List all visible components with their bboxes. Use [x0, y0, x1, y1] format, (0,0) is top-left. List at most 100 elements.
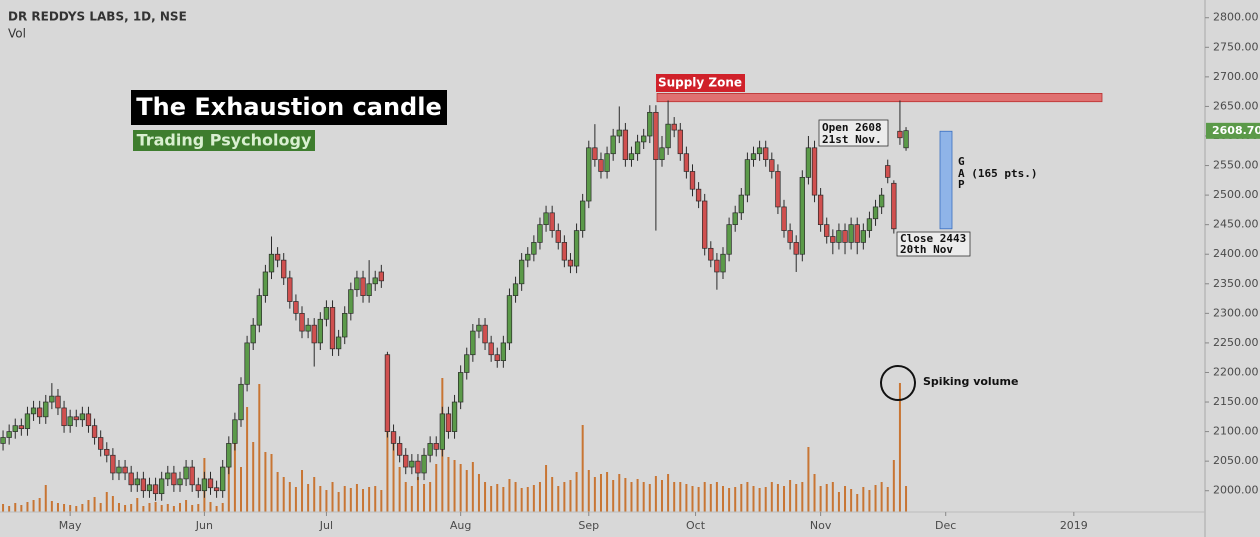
- candle-body: [0, 437, 6, 444]
- candle-body: [262, 271, 269, 296]
- x-tick-label: Nov: [810, 519, 832, 532]
- candle-body: [750, 153, 757, 160]
- gap-note: G: [958, 155, 965, 168]
- volume-bar: [282, 477, 285, 512]
- candle-body: [287, 277, 293, 302]
- gap-note: P: [958, 178, 965, 191]
- volume-bar: [563, 482, 566, 512]
- candle-body: [708, 247, 714, 261]
- x-tick-label: Aug: [450, 519, 471, 532]
- axis-layer: 2000.00 2050.00 2100.00 2150.00 2200.00 2250.…: [59, 11, 1260, 532]
- volume-bar: [294, 487, 297, 512]
- candle-body: [171, 472, 177, 486]
- volume-bar: [880, 482, 883, 512]
- volume-note: Spiking volume: [923, 375, 1018, 388]
- candle-body: [500, 342, 507, 361]
- volume-bar: [545, 465, 548, 512]
- volume-bar: [410, 486, 413, 512]
- volume-bar: [75, 506, 78, 512]
- candle-body: [18, 425, 25, 429]
- volume-bar: [32, 500, 35, 512]
- candle-body: [695, 188, 702, 202]
- candle-body: [134, 478, 140, 486]
- candle-body: [79, 413, 86, 421]
- candle-body: [488, 342, 494, 356]
- candle-body: [220, 466, 226, 492]
- candle-body: [677, 129, 683, 155]
- volume-bar: [221, 503, 224, 512]
- candle-body: [689, 171, 696, 190]
- x-tick-label: Sep: [578, 519, 599, 532]
- y-tick-label: 2450.00: [1213, 218, 1259, 231]
- candle-body: [329, 307, 336, 350]
- candle-body: [232, 419, 238, 444]
- candle-body: [226, 443, 232, 468]
- volume-bar: [825, 484, 828, 512]
- candle-body: [183, 466, 189, 480]
- volume-bar: [844, 486, 847, 512]
- candle-body: [305, 324, 311, 332]
- volume-bar: [776, 484, 779, 512]
- candle-body: [390, 431, 397, 444]
- volume-bar: [416, 477, 419, 512]
- candle-body: [384, 354, 391, 432]
- volume-bar: [709, 484, 712, 512]
- volume-bar: [355, 484, 358, 512]
- volume-bar: [270, 454, 273, 512]
- volume-bar: [874, 485, 877, 512]
- volume-bar: [246, 407, 249, 512]
- candle-body: [464, 354, 470, 373]
- candle-body: [152, 484, 159, 495]
- candle-body: [378, 271, 384, 282]
- volume-bar: [868, 490, 871, 512]
- candle-body: [128, 472, 134, 486]
- candle-body: [622, 129, 629, 160]
- candle-body: [525, 253, 531, 261]
- candle-body: [732, 212, 738, 226]
- candle-body: [586, 147, 592, 202]
- volume-bar: [337, 492, 340, 512]
- candle-body: [311, 324, 317, 344]
- volume-bar: [624, 478, 627, 512]
- candle-body: [824, 224, 830, 237]
- candle-body: [506, 295, 513, 344]
- volume-circle: [880, 365, 916, 401]
- volume-bar: [20, 505, 23, 512]
- volume-bar: [26, 502, 29, 512]
- candle-body: [897, 130, 903, 139]
- volume-bar: [166, 504, 169, 512]
- volume-bar: [581, 425, 584, 512]
- candle-body: [860, 230, 866, 243]
- volume-bar: [740, 484, 743, 512]
- y-tick-label: 2300.00: [1213, 306, 1259, 319]
- gap-note: A (165 pts.): [958, 167, 1037, 180]
- volume-bar: [496, 484, 499, 512]
- candle-body: [12, 425, 18, 432]
- candle-body: [756, 147, 763, 155]
- y-tick-label: 2550.00: [1213, 159, 1259, 172]
- candle-body: [445, 413, 452, 432]
- candle-body: [342, 312, 348, 338]
- volume-bar: [685, 484, 688, 512]
- candle-body: [781, 206, 787, 231]
- candle-body: [6, 431, 12, 438]
- candle-body: [281, 259, 287, 279]
- last-price-box: [1206, 122, 1260, 139]
- volume-bar: [471, 462, 474, 512]
- candle-body: [274, 253, 281, 261]
- supply-zone-label: Supply Zone: [658, 76, 742, 90]
- candle-body: [470, 330, 476, 356]
- volume-bar: [349, 488, 352, 512]
- volume-bar: [44, 485, 47, 512]
- volume-bar: [160, 505, 163, 512]
- volume-bar: [319, 486, 322, 512]
- volume-bar: [813, 474, 816, 512]
- subhead: Trading Psychology: [137, 131, 312, 150]
- candle-body: [610, 135, 616, 155]
- volume-bar: [551, 477, 554, 512]
- candle-body: [628, 153, 635, 160]
- volume-bar: [398, 467, 401, 512]
- y-tick-label: 2200.00: [1213, 365, 1259, 378]
- candle-body: [317, 318, 323, 344]
- candle-body: [140, 478, 147, 492]
